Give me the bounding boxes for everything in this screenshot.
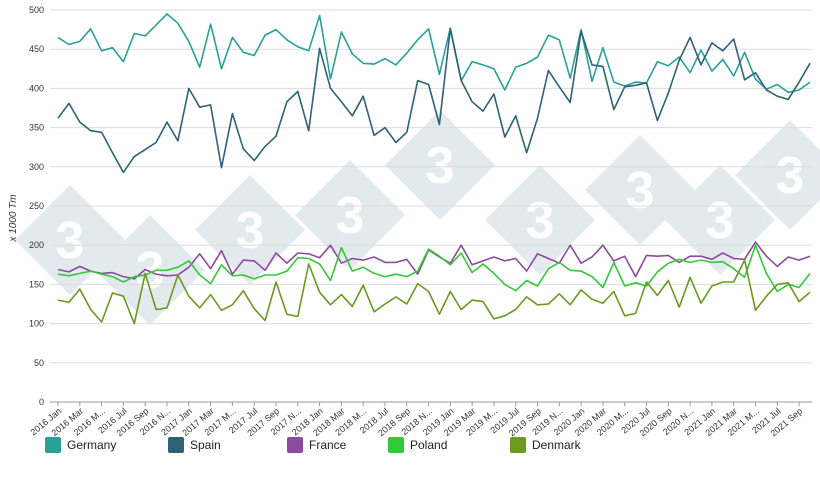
svg-text:3: 3 (626, 162, 655, 220)
legend-label: Denmark (532, 438, 582, 452)
svg-text:3: 3 (56, 212, 85, 270)
y-tick-label: 350 (29, 123, 44, 133)
legend-swatch (287, 437, 303, 453)
legend-item-spain[interactable]: Spain (168, 437, 221, 453)
legend-swatch (388, 437, 404, 453)
legend-swatch (168, 437, 184, 453)
series-line-poland (57, 244, 811, 293)
series-line-germany (57, 13, 811, 94)
svg-text:3: 3 (776, 147, 805, 205)
watermark-logo: 3 (15, 185, 125, 295)
svg-text:3: 3 (236, 202, 265, 260)
watermark-logo: 3 (665, 165, 775, 275)
y-tick-label: 100 (29, 319, 44, 329)
y-axis-label: x 1000 Tm (8, 194, 19, 242)
series-line-denmark (57, 259, 811, 325)
legend[interactable]: Germany Spain France Poland Denmark (45, 437, 582, 453)
y-tick-label: 250 (29, 201, 44, 211)
svg-text:3: 3 (426, 137, 455, 195)
legend-item-france[interactable]: France (287, 437, 347, 453)
watermark-logo: 3 (195, 175, 305, 285)
watermark-logo: 3 (735, 120, 820, 230)
legend-item-germany[interactable]: Germany (45, 437, 116, 453)
y-tick-label: 450 (29, 44, 44, 54)
y-tick-label: 0 (39, 397, 44, 407)
y-tick-label: 400 (29, 83, 44, 93)
legend-swatch (510, 437, 526, 453)
svg-text:3: 3 (336, 187, 365, 245)
legend-label: Germany (67, 438, 116, 452)
legend-label: Poland (410, 438, 447, 452)
watermark-logo: 3 (295, 160, 405, 270)
gridlines (50, 9, 812, 403)
series-lines (57, 13, 811, 325)
legend-label: France (309, 438, 347, 452)
legend-item-denmark[interactable]: Denmark (510, 437, 582, 453)
y-tick-label: 300 (29, 162, 44, 172)
watermark-logo: 3 (385, 110, 495, 220)
series-line-spain (57, 27, 811, 174)
legend-item-poland[interactable]: Poland (388, 437, 447, 453)
y-tick-label: 50 (34, 358, 44, 368)
y-tick-label: 150 (29, 279, 44, 289)
watermark-logo: 3 (585, 135, 695, 245)
svg-text:3: 3 (526, 192, 555, 250)
watermark-logo: 3 (485, 165, 595, 275)
legend-label: Spain (190, 438, 221, 452)
y-tick-label: 500 (29, 5, 44, 15)
legend-swatch (45, 437, 61, 453)
y-axis-ticks: 0 50 100 150 200 250 300 350 400 450 500 (29, 5, 44, 407)
y-tick-label: 200 (29, 240, 44, 250)
svg-text:3: 3 (706, 192, 735, 250)
